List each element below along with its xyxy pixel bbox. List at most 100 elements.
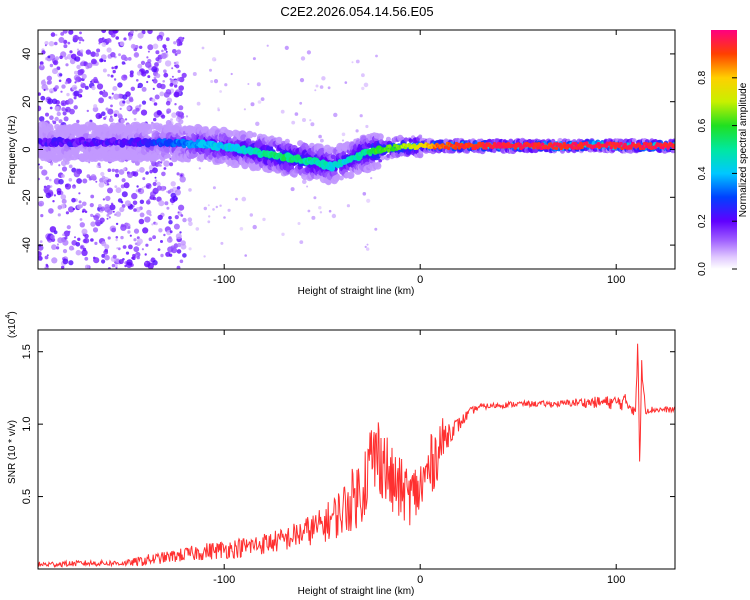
ridge-point [385,136,391,142]
noise-point [165,251,171,257]
noise-point [45,176,49,181]
ridge-point [338,175,344,181]
noise-point [196,101,201,106]
noise-point [154,94,160,100]
noise-point [62,30,68,34]
snr-background [38,330,675,569]
noise-point [147,75,151,79]
noise-point [38,177,41,181]
noise-point [39,165,43,170]
noise-point [106,47,112,53]
noise-point [160,240,163,243]
noise-point [156,185,162,191]
noise-point [141,187,144,189]
noise-point [78,200,82,204]
noise-point [165,37,170,42]
noise-point [177,211,180,214]
noise-point [145,243,149,247]
noise-point [62,233,65,237]
noise-point [291,120,296,125]
noise-point [176,38,182,44]
noise-point [171,67,174,70]
noise-point [146,56,149,59]
noise-point [97,81,100,84]
noise-point [59,73,63,77]
noise-point [299,240,304,245]
noise-point [86,62,93,69]
noise-point [130,30,134,34]
noise-point [155,57,160,62]
ridge-core-point [554,146,559,150]
noise-point [114,168,119,173]
noise-point [169,162,174,167]
noise-point [116,247,119,250]
noise-point [106,179,110,183]
colorbar-ticks: 0.0 0.2 0.4 0.6 0.8 [697,70,737,276]
noise-point [374,227,378,231]
snr-scale-label-text: (x104) [5,311,18,338]
noise-point [93,76,98,82]
noise-point [135,207,141,213]
noise-point [95,219,102,226]
noise-point [124,118,128,121]
noise-point [162,80,165,83]
noise-point [180,214,184,217]
noise-point [68,30,74,35]
noise-point [61,166,68,172]
ridge-point [403,137,409,142]
noise-point [61,265,65,269]
noise-point [132,200,138,206]
noise-point [136,238,143,245]
noise-point [110,104,113,108]
noise-point [39,240,43,244]
noise-point [92,106,99,113]
noise-point [49,178,52,182]
spectrogram-panel: -100 0 100 -40 -20 0 20 40 Height of straight … [7,29,676,297]
noise-point [157,214,163,221]
noise-point [96,48,101,53]
noise-point [112,254,117,259]
noise-point [145,61,152,68]
noise-point [129,234,132,237]
noise-point [69,58,76,65]
noise-point [48,41,55,47]
noise-point [163,160,170,167]
noise-point [125,251,130,255]
noise-point [154,179,158,182]
snr-x-label: Height of straight line (km) [298,586,415,597]
noise-point [175,64,180,69]
colorbar-label: Normalized spectral amplitude [738,82,749,217]
noise-point [102,198,106,201]
snr-scale-exponent: 4 [5,315,12,319]
noise-point [211,57,217,62]
noise-point [136,71,142,76]
noise-point [72,34,79,42]
noise-point [38,64,45,71]
noise-point [355,129,359,133]
noise-point [40,64,44,67]
noise-point [370,177,373,180]
noise-point [171,202,174,206]
noise-point [103,59,107,63]
noise-point [161,49,164,53]
noise-point [74,236,76,239]
noise-point [132,171,139,177]
noise-point [169,188,174,193]
colorbar-gradient [711,30,737,269]
noise-point [90,221,96,227]
noise-point [318,206,322,210]
snr-y-ticks: 0.5 1.0 1.5 [21,344,675,504]
noise-point [178,105,184,111]
noise-point [68,260,74,266]
noise-point [163,167,167,170]
noise-point [69,50,73,54]
noise-point [118,259,124,265]
y-tick-label: 0 [21,146,33,152]
noise-point [192,72,197,76]
noise-point [309,119,312,122]
noise-point [90,213,94,217]
noise-point [122,167,126,171]
ridge-point [144,126,153,135]
noise-point [73,90,80,97]
noise-point [179,231,182,234]
